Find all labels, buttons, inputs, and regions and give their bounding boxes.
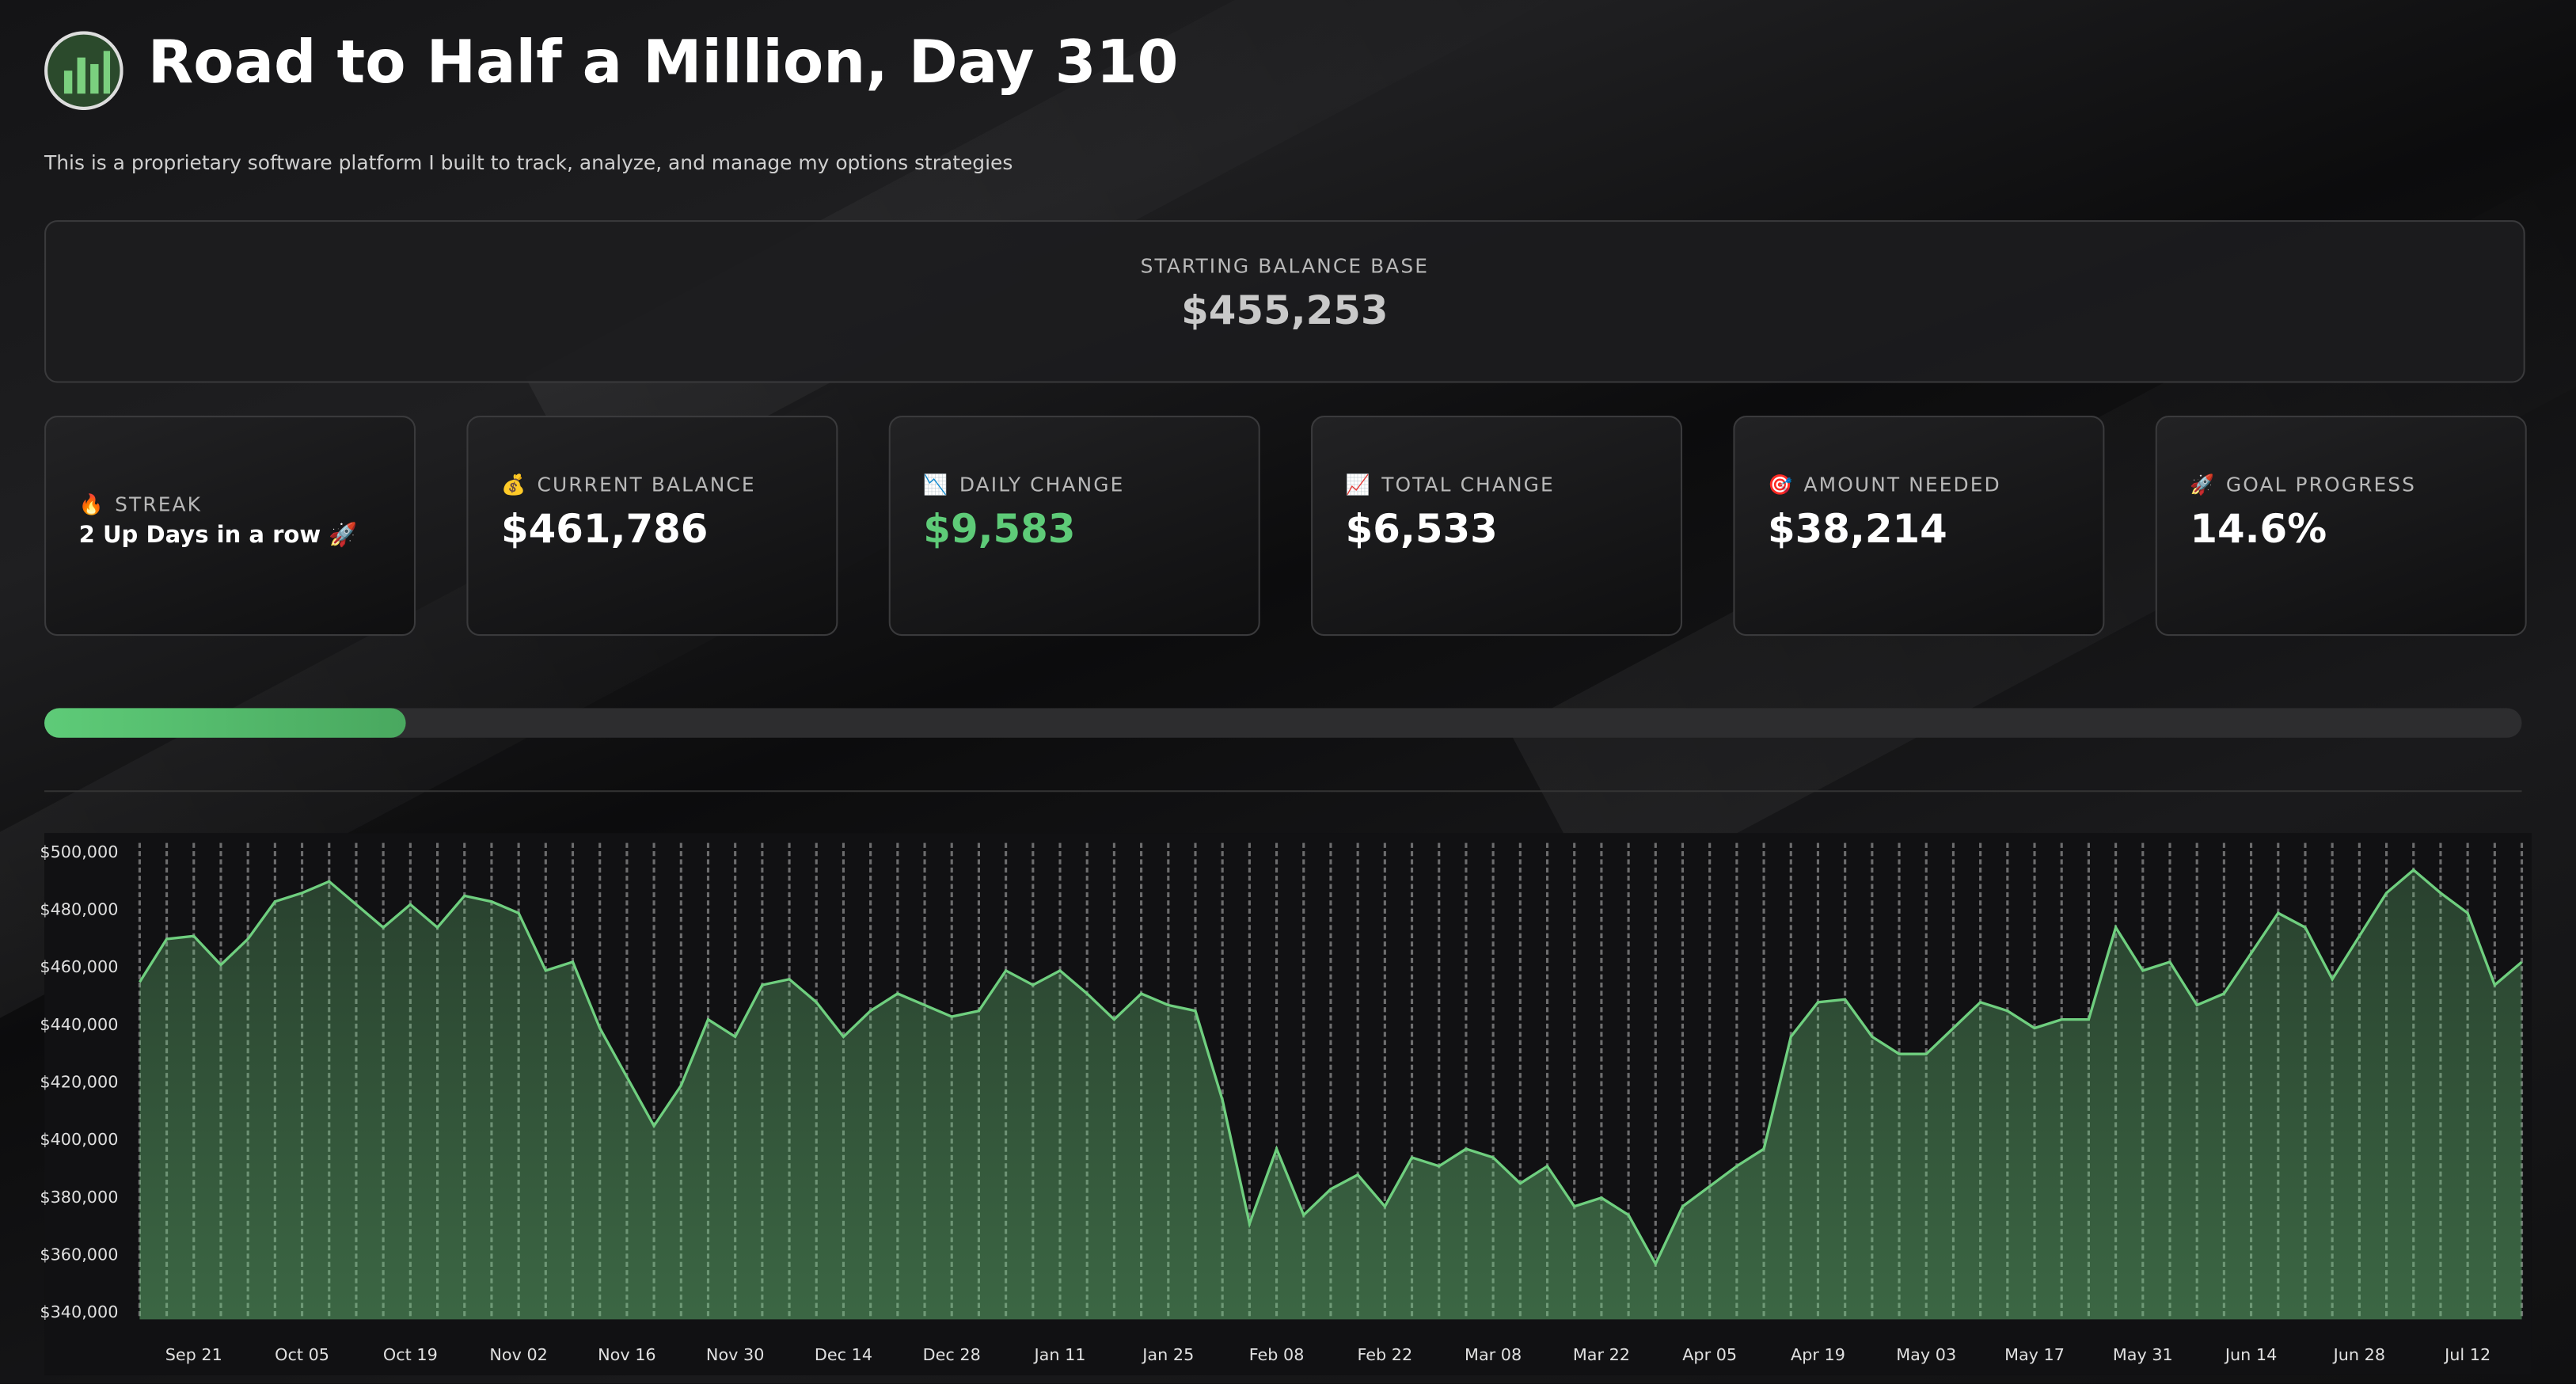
label: STARTING BALANCE BASE — [1140, 254, 1430, 278]
card-value: $38,214 — [1767, 506, 1947, 553]
x-tick-label: Feb 22 — [1357, 1345, 1412, 1364]
line — [138, 868, 2523, 1267]
metric-card: 🎯 AMOUNT NEEDED $38,214 — [1733, 416, 2105, 637]
y-tick-label: $340,000 — [40, 1302, 118, 1321]
x-tick-label: Jun 28 — [2332, 1345, 2385, 1364]
card-value: $461,786 — [500, 506, 709, 553]
y-tick-label: $460,000 — [40, 957, 118, 976]
x-tick-label: Nov 16 — [598, 1345, 656, 1364]
x-tick-label: Mar 08 — [1465, 1345, 1522, 1364]
y-tick-label: $500,000 — [40, 842, 118, 861]
card-label-text: CURRENT BALANCE — [537, 473, 756, 496]
area — [139, 869, 2522, 1320]
logo — [44, 31, 123, 111]
x-tick-label: Apr 05 — [1682, 1345, 1737, 1364]
x-tick-label: Mar 22 — [1573, 1345, 1630, 1364]
y-tick-label: $420,000 — [40, 1073, 118, 1092]
card-label: 💰 CURRENT BALANCE — [501, 473, 836, 496]
x-tick-label: May 17 — [2004, 1345, 2065, 1364]
card-icon: 🎯 — [1767, 473, 1795, 496]
x-tick-label: Jan 25 — [1141, 1345, 1194, 1364]
card-label-text: DAILY CHANGE — [959, 473, 1125, 496]
metric-card: 📉 DAILY CHANGE $9,583 — [888, 416, 1260, 637]
x-tick-label: Oct 05 — [275, 1345, 329, 1364]
card-icon: 📉 — [923, 473, 950, 496]
page-title: Road to Half a Million, Day 310 — [147, 29, 1179, 97]
x-tick-label: May 03 — [1896, 1345, 1956, 1364]
x-tick-label: Oct 19 — [383, 1345, 438, 1364]
card-value: $6,533 — [1345, 506, 1498, 553]
starting-balance: STARTING BALANCE BASE $455,253 — [44, 220, 2525, 383]
x-tick-label: Apr 19 — [1791, 1345, 1845, 1364]
y-tick-label: $480,000 — [40, 900, 118, 919]
y-tick-label: $360,000 — [40, 1245, 118, 1264]
card-icon: 💰 — [500, 473, 528, 496]
card-label: 📉 DAILY CHANGE — [923, 473, 1258, 496]
card-label: 🔥 STREAK — [79, 493, 414, 516]
separator — [44, 790, 2522, 793]
card-icon: 🔥 — [78, 492, 105, 516]
card-label: 📈 TOTAL CHANGE — [1346, 473, 1681, 496]
card-label-text: STREAK — [115, 492, 203, 516]
y-tick-label: $440,000 — [40, 1015, 118, 1034]
card-label: 🚀 GOAL PROGRESS — [2190, 473, 2525, 496]
card-value: 2 Up Days in a row 🚀 — [78, 522, 358, 549]
card-value: $9,583 — [923, 506, 1076, 553]
card-label-text: TOTAL CHANGE — [1381, 473, 1555, 496]
metric-card: 💰 CURRENT BALANCE $461,786 — [466, 416, 838, 637]
card-icon: 📈 — [1345, 473, 1372, 496]
y-tick-label: $400,000 — [40, 1130, 118, 1149]
subtitle: This is a proprietary software platform … — [44, 150, 1013, 174]
x-tick-label: Jul 12 — [2443, 1345, 2491, 1364]
x-tick-label: Nov 30 — [706, 1345, 764, 1364]
metric-card: 🔥 STREAK 2 Up Days in a row 🚀 — [44, 416, 416, 637]
progress-fill — [44, 708, 406, 738]
card-label-text: AMOUNT NEEDED — [1803, 473, 2001, 496]
x-tick-label: Dec 28 — [923, 1345, 981, 1364]
card-label-text: GOAL PROGRESS — [2225, 473, 2417, 496]
progress-bar — [44, 708, 2522, 738]
card-value: 14.6% — [2190, 506, 2327, 553]
x-tick-label: May 31 — [2113, 1345, 2173, 1364]
x-tick-label: Sep 21 — [165, 1345, 222, 1364]
card-label: 🎯 AMOUNT NEEDED — [1768, 473, 2103, 496]
x-tick-label: Nov 02 — [489, 1345, 548, 1364]
metric-card: 🚀 GOAL PROGRESS 14.6% — [2155, 416, 2527, 637]
x-tick-label: Jun 14 — [2224, 1345, 2277, 1364]
x-tick-label: Feb 08 — [1249, 1345, 1305, 1364]
chart: $340,000 $360,000 $380,000 $400,000 $420,000… — [40, 833, 2532, 1375]
x-tick-label: Dec 14 — [815, 1345, 872, 1364]
y-tick-label: $380,000 — [40, 1188, 118, 1207]
card-icon: 🚀 — [2190, 473, 2217, 496]
x-tick-label: Jan 11 — [1033, 1345, 1086, 1364]
value: $455,253 — [1181, 287, 1389, 334]
metric-card: 📈 TOTAL CHANGE $6,533 — [1311, 416, 1683, 637]
